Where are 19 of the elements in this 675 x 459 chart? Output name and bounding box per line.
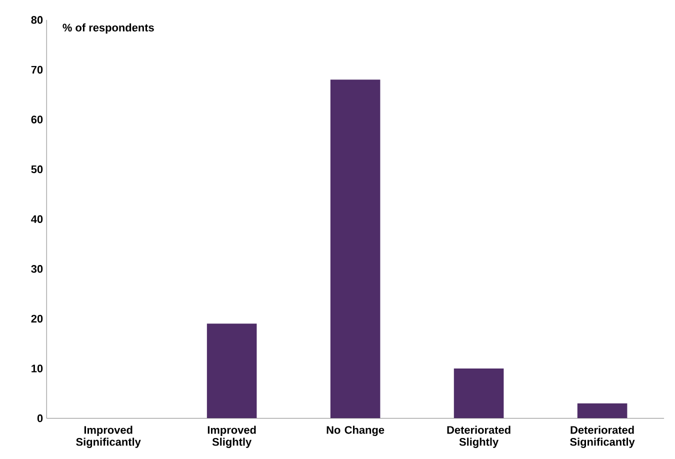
x-tick-label: Deteriorated Significantly (570, 426, 635, 448)
bar (577, 403, 628, 418)
x-tick-label: Improved Significantly (76, 426, 141, 448)
x-tick-label: Improved Slightly (208, 426, 256, 448)
y-tick-label: 0 (37, 414, 43, 422)
bar (206, 324, 257, 418)
y-tick-label: 40 (31, 215, 43, 223)
y-tick-label: 10 (32, 364, 43, 372)
y-tick-label: 20 (31, 314, 43, 323)
x-tick-label: No Change (326, 426, 384, 436)
y-tick-label: 70 (31, 66, 43, 74)
y-tick-label: 50 (31, 165, 43, 174)
bar (454, 368, 504, 418)
y-tick-label: 60 (31, 116, 43, 124)
bar (330, 80, 380, 418)
y-tick-label: 80 (31, 16, 43, 24)
x-tick-label: Deteriorated Slightly (447, 426, 510, 448)
y-axis-title: % of respondents (62, 23, 154, 34)
y-tick-label: 30 (31, 264, 43, 273)
